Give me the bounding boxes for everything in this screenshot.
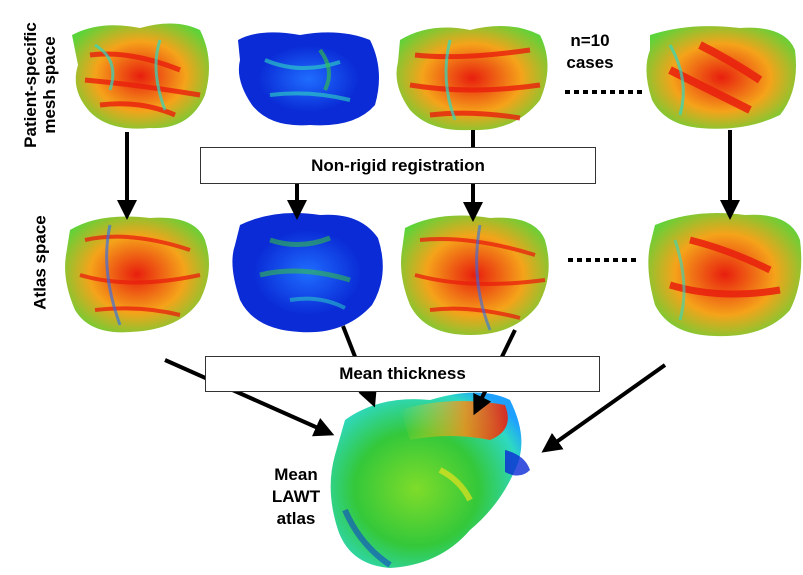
atlas-mesh-1 [65, 216, 209, 333]
registration-box: Non-rigid registration [200, 147, 596, 184]
atlas-mesh-3 [401, 215, 549, 335]
row-label-atlas-space: Atlas space [30, 215, 50, 310]
row-label-patient-space: Patient-specific mesh space [21, 5, 59, 165]
row-label-patient-line-1: Patient-specific [21, 22, 40, 148]
mean-atlas-line-2: LAWT [271, 487, 321, 506]
mean-atlas-mesh [330, 392, 530, 568]
patient-mesh-3 [396, 26, 548, 131]
mean-arrows [164, 325, 667, 453]
mean-atlas-line-1: Mean [274, 465, 318, 484]
patient-mesh-1 [72, 23, 209, 129]
mean-atlas-line-3: atlas [276, 509, 316, 528]
mean-atlas-caption: Mean LAWT atlas [256, 464, 336, 530]
atlas-mesh-2 [232, 212, 383, 333]
cases-word: cases [566, 53, 614, 72]
mean-thickness-box: Mean thickness [205, 356, 600, 392]
arrow-mean-4 [541, 363, 667, 453]
patient-mesh-2 [238, 32, 379, 126]
patient-mesh-4 [646, 26, 796, 129]
cases-caption: n=10 cases [555, 30, 625, 74]
row-label-patient-line-2: mesh space [40, 36, 59, 134]
atlas-mesh-4 [648, 212, 802, 337]
arrow-mean-1 [164, 358, 335, 437]
cases-count: n=10 [570, 31, 610, 50]
